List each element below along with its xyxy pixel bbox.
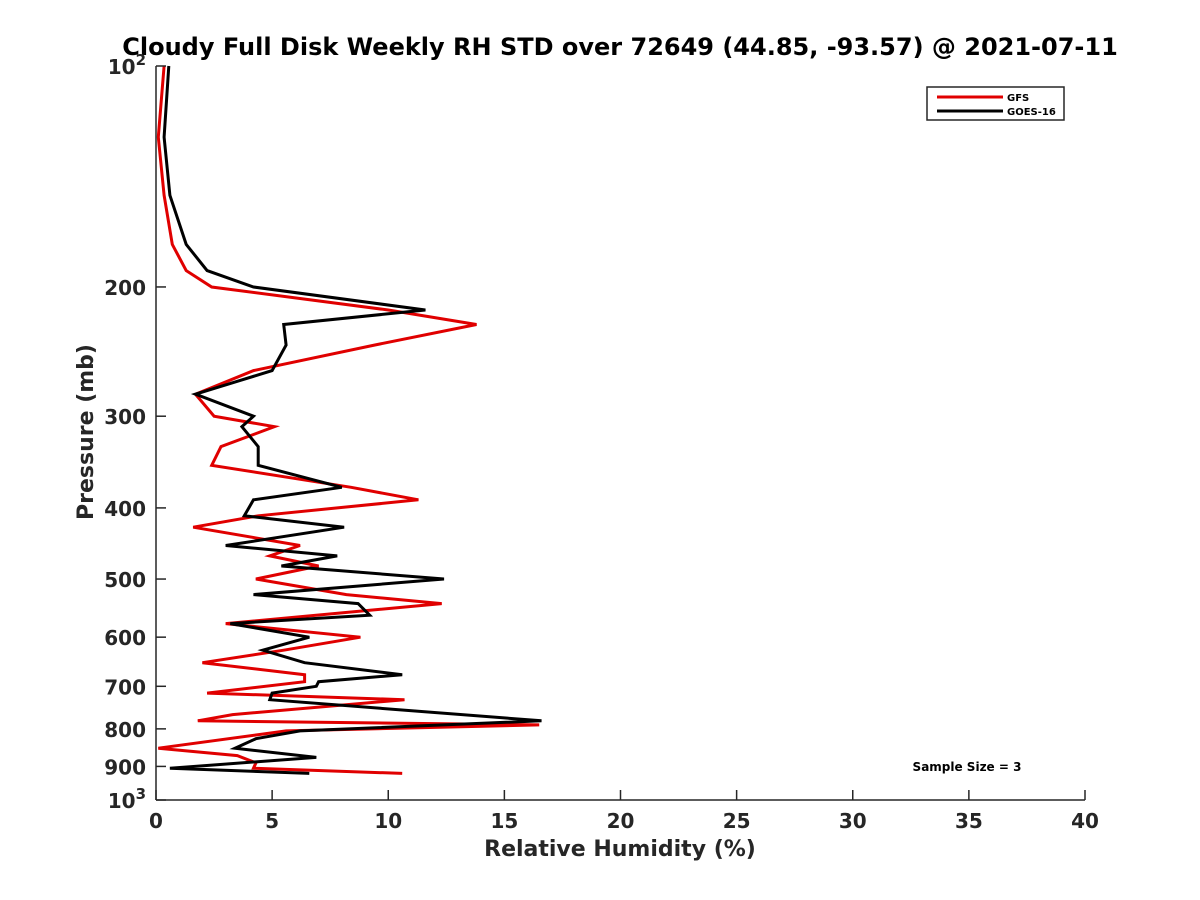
x-tick-label: 35 — [955, 809, 983, 833]
y-tick-label: 400 — [104, 497, 146, 521]
y-tick-label: 500 — [104, 568, 146, 592]
x-tick-label: 25 — [723, 809, 751, 833]
x-tick-label: 0 — [149, 809, 163, 833]
y-tick-label: 200 — [104, 276, 146, 300]
y-tick-label: 600 — [104, 626, 146, 650]
chart-title: Cloudy Full Disk Weekly RH STD over 7264… — [122, 33, 1118, 61]
y-tick-label: 103 — [108, 785, 146, 813]
legend-label-goes-16: GOES-16 — [1007, 107, 1056, 118]
axes-layer: 0 5 10 15 20 25 30 35 40 102 200 300 400 500 600 700 800… — [104, 51, 1099, 833]
x-tick-label: 40 — [1071, 809, 1099, 833]
series-layer — [156, 65, 542, 775]
x-tick-label: 30 — [839, 809, 867, 833]
y-axis-label: Pressure (mb) — [74, 344, 99, 520]
y-tick-label: 300 — [104, 405, 146, 429]
x-axis-label: Relative Humidity (%) — [484, 837, 756, 862]
legend-box — [926, 86, 1065, 121]
legend: GFS GOES-16 — [926, 86, 1065, 121]
series-line-gfs — [156, 65, 540, 775]
x-tick-label: 15 — [490, 809, 518, 833]
x-tick-label: 5 — [265, 809, 279, 833]
x-tick-label: 10 — [374, 809, 402, 833]
sample-size-annotation: Sample Size = 3 — [913, 760, 1022, 774]
y-tick-label: 800 — [104, 718, 146, 742]
y-tick-label: 900 — [104, 755, 146, 779]
series-line-goes-16 — [162, 65, 542, 775]
x-tick-label: 20 — [607, 809, 635, 833]
y-tick-label: 102 — [108, 51, 146, 79]
legend-label-gfs: GFS — [1007, 93, 1029, 104]
y-tick-label: 700 — [104, 675, 146, 699]
